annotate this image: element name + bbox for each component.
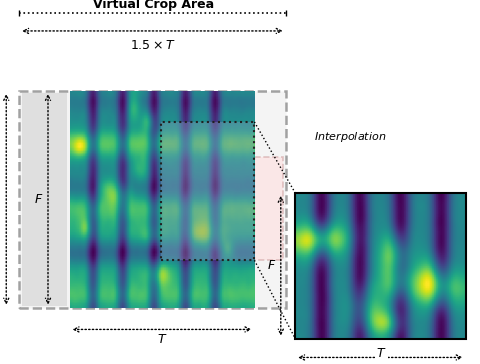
- Bar: [214, 157, 283, 260]
- Text: $F_c$: $F_c$: [162, 188, 174, 202]
- Text: $T$: $T$: [156, 333, 167, 346]
- Text: $\it{Interpolation}$: $\it{Interpolation}$: [314, 130, 386, 143]
- Text: $F$: $F$: [267, 259, 276, 272]
- Bar: [22, 93, 67, 306]
- Text: $T_c$: $T_c$: [193, 243, 205, 257]
- Bar: [161, 122, 254, 260]
- Text: Interpolated
Log Mel
Spectrogram: Interpolated Log Mel Spectrogram: [341, 231, 422, 264]
- Text: $F$: $F$: [34, 193, 43, 206]
- Text: $1.5 \times T$: $1.5 \times T$: [130, 39, 176, 52]
- Text: Random
Crop: Random Crop: [181, 149, 232, 171]
- Text: Virtual Crop Area: Virtual Crop Area: [93, 0, 214, 11]
- Text: $T$: $T$: [376, 347, 387, 360]
- Bar: [19, 91, 286, 308]
- Bar: [295, 193, 466, 339]
- Text: Log Mel
Spectrogram: Log Mel Spectrogram: [87, 264, 168, 286]
